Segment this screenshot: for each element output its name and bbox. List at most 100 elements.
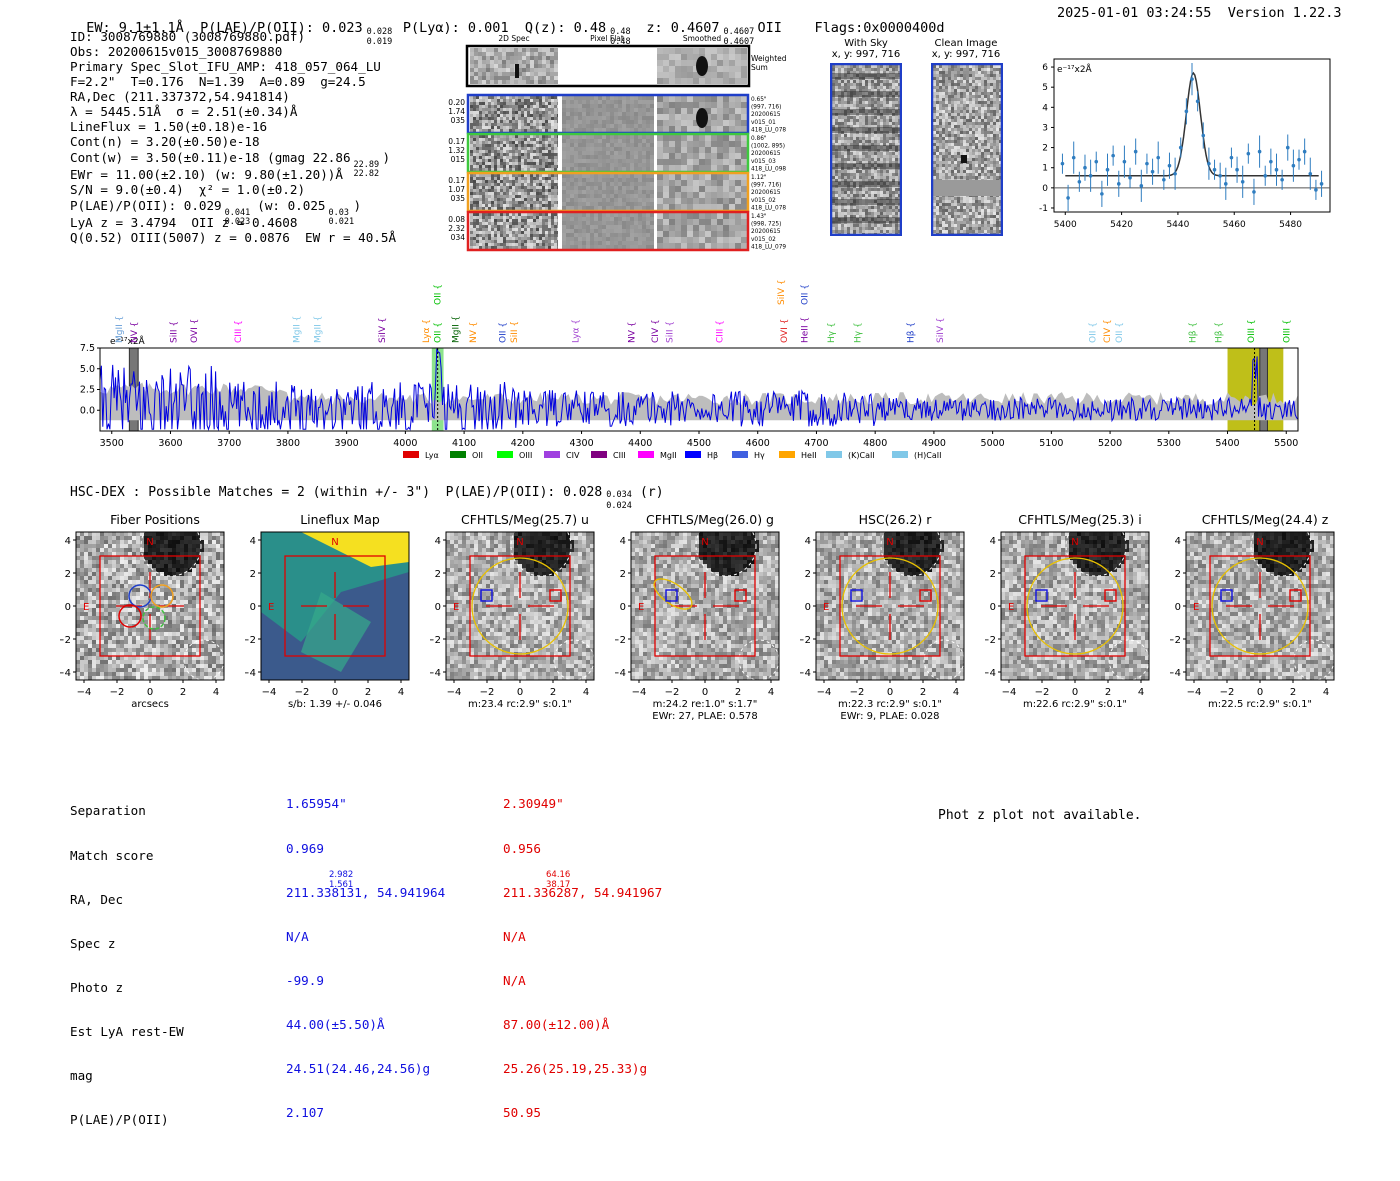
noise-pixel bbox=[536, 225, 539, 228]
noise-pixel bbox=[491, 198, 494, 201]
noise-pixel bbox=[530, 123, 533, 126]
noise-pixel bbox=[886, 185, 889, 188]
noise-pixel bbox=[892, 152, 895, 155]
noise-pixel bbox=[536, 207, 539, 210]
noise-pixel bbox=[509, 204, 512, 207]
noise-pixel bbox=[898, 203, 900, 206]
noise-pixel bbox=[966, 146, 969, 149]
noise-pixel bbox=[675, 72, 681, 78]
noise-pixel bbox=[862, 80, 865, 83]
noise-pixel bbox=[933, 83, 936, 86]
noise-pixel bbox=[485, 165, 488, 168]
noise-pixel bbox=[889, 113, 892, 116]
noise-pixel bbox=[476, 186, 479, 189]
noise-pixel bbox=[844, 101, 847, 104]
noise-pixel bbox=[990, 74, 993, 77]
noise-pixel bbox=[473, 192, 476, 195]
noise-pixel bbox=[566, 182, 570, 186]
noise-pixel bbox=[841, 197, 844, 200]
noise-pixel bbox=[850, 149, 853, 152]
noise-pixel bbox=[832, 122, 835, 125]
noise-pixel bbox=[470, 153, 473, 156]
noise-pixel bbox=[984, 116, 987, 119]
noise-pixel bbox=[574, 151, 578, 155]
noise-pixel bbox=[687, 192, 693, 198]
noise-pixel bbox=[838, 167, 841, 170]
noise-pixel bbox=[939, 68, 942, 71]
noise-pixel bbox=[518, 117, 521, 120]
noise-pixel bbox=[886, 227, 889, 230]
noise-pixel bbox=[518, 108, 521, 111]
noise-pixel bbox=[548, 147, 551, 150]
noise-pixel bbox=[877, 197, 880, 200]
noise-pixel bbox=[542, 159, 545, 162]
noise-pixel bbox=[859, 86, 862, 89]
noise-pixel bbox=[476, 240, 479, 243]
fiber-right-label: (997, 716) bbox=[751, 183, 781, 189]
noise-pixel bbox=[838, 74, 841, 77]
noise-pixel bbox=[554, 162, 557, 165]
noise-pixel bbox=[865, 113, 868, 116]
noise-pixel bbox=[562, 124, 566, 128]
noise-pixel bbox=[536, 105, 539, 108]
noise-pixel bbox=[841, 209, 844, 212]
noise-pixel bbox=[862, 164, 865, 167]
noise-pixel bbox=[618, 245, 622, 249]
noise-pixel bbox=[503, 156, 506, 159]
noise-pixel bbox=[518, 177, 521, 180]
noise-pixel bbox=[693, 159, 699, 165]
noise-pixel bbox=[871, 206, 874, 209]
noise-pixel bbox=[868, 80, 871, 83]
noise-pixel bbox=[844, 74, 847, 77]
noise-pixel bbox=[646, 229, 650, 233]
noise-pixel bbox=[479, 168, 482, 171]
noise-pixel bbox=[984, 128, 987, 131]
noise-pixel bbox=[554, 183, 557, 186]
noise-pixel bbox=[533, 153, 536, 156]
noise-pixel bbox=[880, 68, 883, 71]
noise-pixel bbox=[871, 152, 874, 155]
noise-pixel bbox=[681, 159, 687, 165]
noise-pixel bbox=[975, 116, 978, 119]
noise-pixel bbox=[545, 96, 548, 99]
noise-pixel bbox=[705, 180, 711, 186]
noise-pixel bbox=[874, 98, 877, 101]
noise-pixel bbox=[729, 153, 735, 159]
noise-pixel bbox=[530, 192, 533, 195]
noise-pixel bbox=[521, 213, 524, 216]
noise-pixel bbox=[862, 137, 865, 140]
noise-pixel bbox=[838, 95, 841, 98]
noise-pixel bbox=[594, 178, 598, 182]
noise-pixel bbox=[524, 114, 527, 117]
noise-pixel bbox=[518, 72, 522, 76]
noise-pixel bbox=[545, 225, 548, 228]
noise-pixel bbox=[841, 83, 844, 86]
noise-pixel bbox=[741, 225, 747, 231]
noise-pixel bbox=[557, 147, 558, 150]
noise-pixel bbox=[594, 174, 598, 178]
noise-pixel bbox=[933, 77, 936, 80]
noise-pixel bbox=[886, 101, 889, 104]
noise-pixel bbox=[545, 180, 548, 183]
noise-pixel bbox=[889, 179, 892, 182]
noise-pixel bbox=[614, 139, 618, 143]
noise-pixel bbox=[886, 125, 889, 128]
noise-pixel bbox=[853, 215, 856, 218]
noise-pixel bbox=[554, 180, 557, 183]
noise-pixel bbox=[542, 219, 545, 222]
noise-pixel bbox=[626, 159, 630, 163]
noise-pixel bbox=[533, 120, 536, 123]
noise-pixel bbox=[871, 104, 874, 107]
noise-pixel bbox=[847, 143, 850, 146]
noise-pixel bbox=[868, 86, 871, 89]
noise-pixel bbox=[729, 219, 735, 225]
noise-pixel bbox=[865, 128, 868, 131]
noise-pixel bbox=[663, 237, 669, 243]
noise-pixel bbox=[590, 151, 594, 155]
noise-pixel bbox=[557, 165, 558, 168]
noise-pixel bbox=[850, 179, 853, 182]
noise-pixel bbox=[500, 147, 503, 150]
noise-pixel bbox=[551, 204, 554, 207]
noise-pixel bbox=[494, 195, 497, 198]
noise-pixel bbox=[488, 189, 491, 192]
